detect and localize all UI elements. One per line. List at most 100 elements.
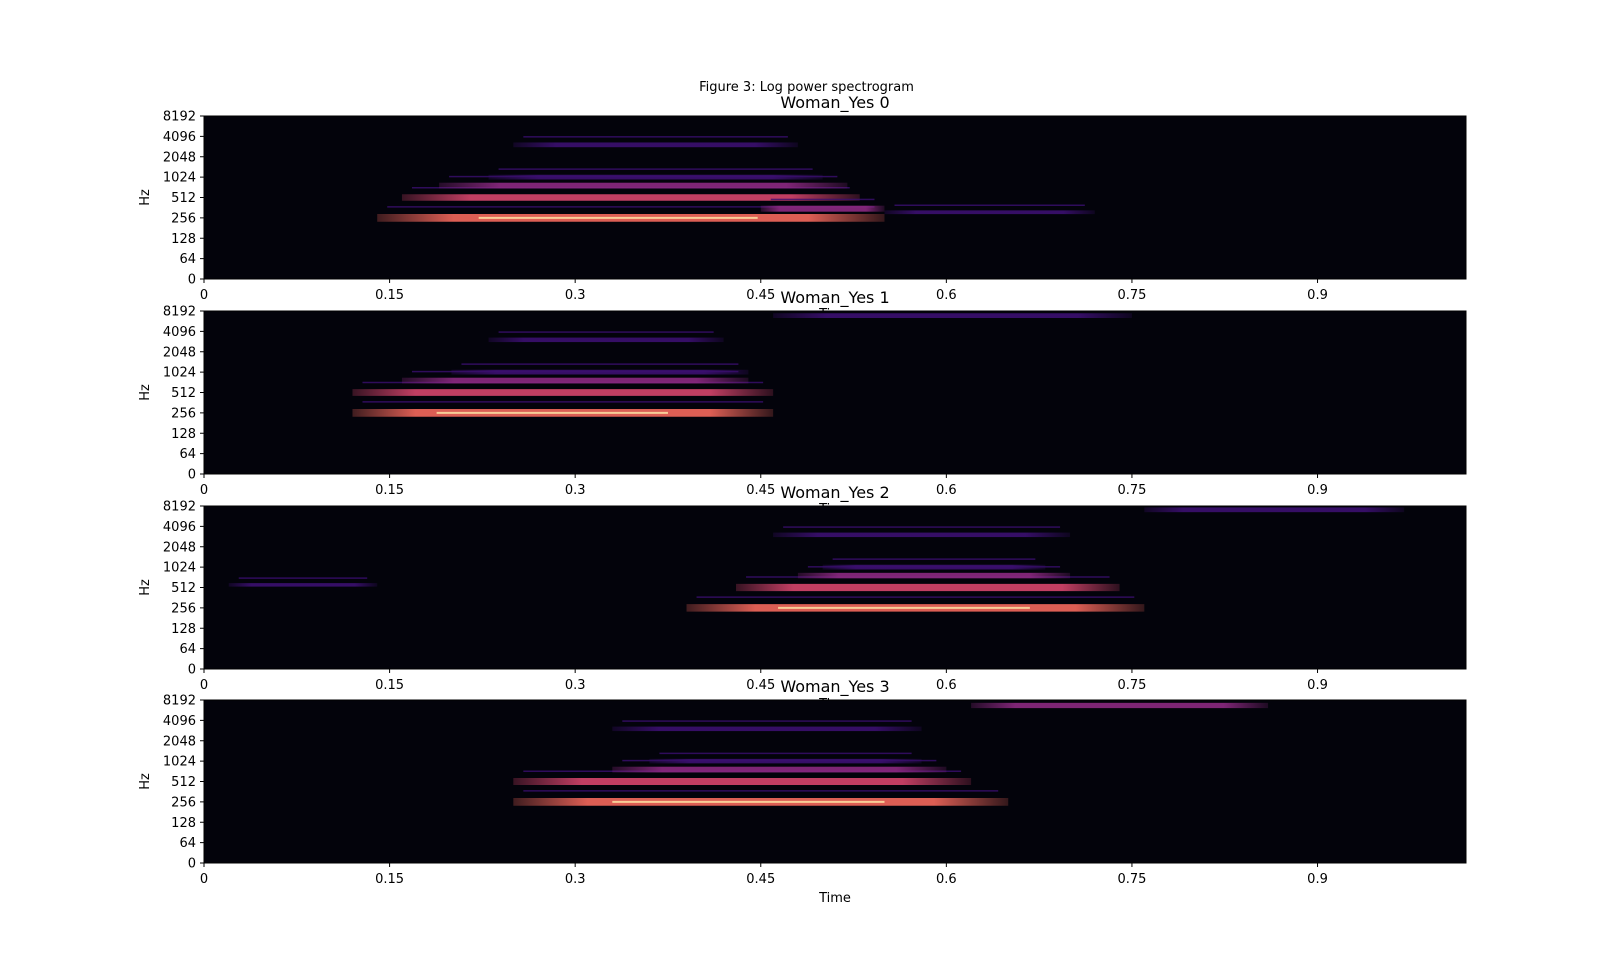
figure-suptitle: Figure 3: Log power spectrogram (699, 80, 914, 95)
y-axis-label: Hz (138, 384, 153, 401)
overtone-line (523, 790, 999, 792)
y-tick-label: 1024 (163, 755, 196, 770)
x-tick-label: 0.75 (1117, 678, 1146, 693)
x-tick-label: 0.3 (565, 678, 586, 693)
overtone-line (238, 577, 368, 579)
x-tick-label: 0.75 (1117, 288, 1146, 303)
y-tick-label: 0 (188, 663, 196, 678)
x-tick-label: 0.45 (746, 872, 775, 887)
harmonic-band (649, 758, 922, 764)
y-tick-label: 8192 (163, 694, 196, 709)
x-tick-label: 0.15 (375, 678, 404, 693)
x-axis-label: Time (818, 891, 851, 906)
y-tick-label: 64 (179, 252, 196, 267)
x-tick-label: 0.3 (565, 483, 586, 498)
harmonic-band (352, 389, 774, 396)
overtone-line (770, 198, 875, 201)
y-tick-label: 4096 (163, 520, 196, 535)
overtone-line (1154, 501, 1394, 503)
harmonic-band (451, 369, 749, 375)
x-tick-label: 0.75 (1117, 872, 1146, 887)
x-tick-label: 0.15 (375, 483, 404, 498)
harmonic-band (773, 532, 1071, 538)
y-tick-label: 2048 (163, 345, 196, 360)
harmonic-band (401, 377, 749, 384)
y-tick-label: 128 (171, 232, 196, 247)
y-tick-label: 8192 (163, 500, 196, 515)
y-tick-label: 512 (171, 386, 196, 401)
y-tick-label: 0 (188, 857, 196, 872)
y-axis-label: Hz (138, 189, 153, 206)
y-tick-label: 0 (188, 273, 196, 288)
harmonic-band (797, 572, 1071, 579)
y-tick-label: 512 (171, 581, 196, 596)
y-tick-label: 64 (179, 642, 196, 657)
y-tick-label: 1024 (163, 561, 196, 576)
x-tick-label: 0.9 (1307, 483, 1328, 498)
y-tick-label: 2048 (163, 734, 196, 749)
y-tick-label: 256 (171, 211, 196, 226)
panel-title: Woman_Yes 1 (780, 288, 889, 308)
harmonic-band (612, 726, 922, 732)
y-tick-label: 1024 (163, 366, 196, 381)
overtone-line (622, 720, 912, 722)
harmonic-peak (778, 606, 1030, 609)
harmonic-band (513, 778, 972, 785)
overtone-line (387, 206, 875, 208)
y-tick-label: 2048 (163, 540, 196, 555)
x-tick-label: 0.45 (746, 678, 775, 693)
spectrogram-panel-0: 0 64 128 256 512 1024 2048 4096 8192 0 0.15 0.3 0.45… (138, 110, 1467, 323)
x-tick-label: 0.9 (1307, 678, 1328, 693)
overtone-line (362, 401, 764, 403)
y-tick-label: 256 (171, 601, 196, 616)
overtone-line (894, 204, 1085, 206)
harmonic-peak (436, 411, 668, 414)
harmonic-band (736, 583, 1120, 592)
x-tick-label: 0 (200, 483, 208, 498)
x-tick-label: 0.6 (936, 872, 957, 887)
harmonic-peak (478, 216, 758, 219)
y-tick-label: 2048 (163, 150, 196, 165)
overtone-line (659, 752, 912, 755)
x-tick-label: 0 (200, 288, 208, 303)
harmonic-band (228, 583, 378, 587)
y-tick-label: 8192 (163, 305, 196, 320)
overtone-line (783, 526, 1061, 528)
harmonic-peak (612, 800, 885, 803)
y-tick-label: 128 (171, 622, 196, 637)
overtone-line (981, 696, 1258, 698)
x-tick-label: 0 (200, 678, 208, 693)
x-tick-label: 0.15 (375, 288, 404, 303)
y-tick-label: 4096 (163, 130, 196, 145)
harmonic-band (760, 205, 885, 212)
spectrogram-panel-3: 0 64 128 256 512 1024 2048 4096 8192 0 0.15 0.3 0.45… (138, 694, 1467, 906)
harmonic-band (513, 142, 798, 148)
harmonic-band (822, 564, 1046, 570)
y-tick-label: 8192 (163, 110, 196, 125)
y-tick-label: 256 (171, 406, 196, 421)
harmonic-band (1144, 507, 1405, 513)
y-axis-label: Hz (138, 773, 153, 790)
y-tick-label: 0 (188, 468, 196, 483)
harmonic-band (971, 702, 1269, 709)
x-tick-label: 0 (200, 872, 208, 887)
overtone-line (461, 363, 739, 365)
harmonic-band (612, 766, 947, 773)
harmonic-band (488, 174, 823, 180)
harmonic-band (773, 313, 1132, 318)
y-tick-label: 4096 (163, 325, 196, 340)
x-tick-label: 0.6 (936, 678, 957, 693)
overtone-line (523, 136, 788, 138)
y-tick-label: 1024 (163, 171, 196, 186)
spectrogram-panel-2: 0 64 128 256 512 1024 2048 4096 8192 0 0.15 0.3 0.45… (138, 500, 1467, 713)
y-tick-label: 128 (171, 427, 196, 442)
panel-title: Woman_Yes 2 (780, 483, 889, 503)
x-tick-label: 0.3 (565, 872, 586, 887)
harmonic-band (488, 337, 724, 343)
x-tick-label: 0.75 (1117, 483, 1146, 498)
y-tick-label: 256 (171, 795, 196, 810)
panel-title: Woman_Yes 3 (780, 677, 889, 697)
x-tick-label: 0.6 (936, 288, 957, 303)
